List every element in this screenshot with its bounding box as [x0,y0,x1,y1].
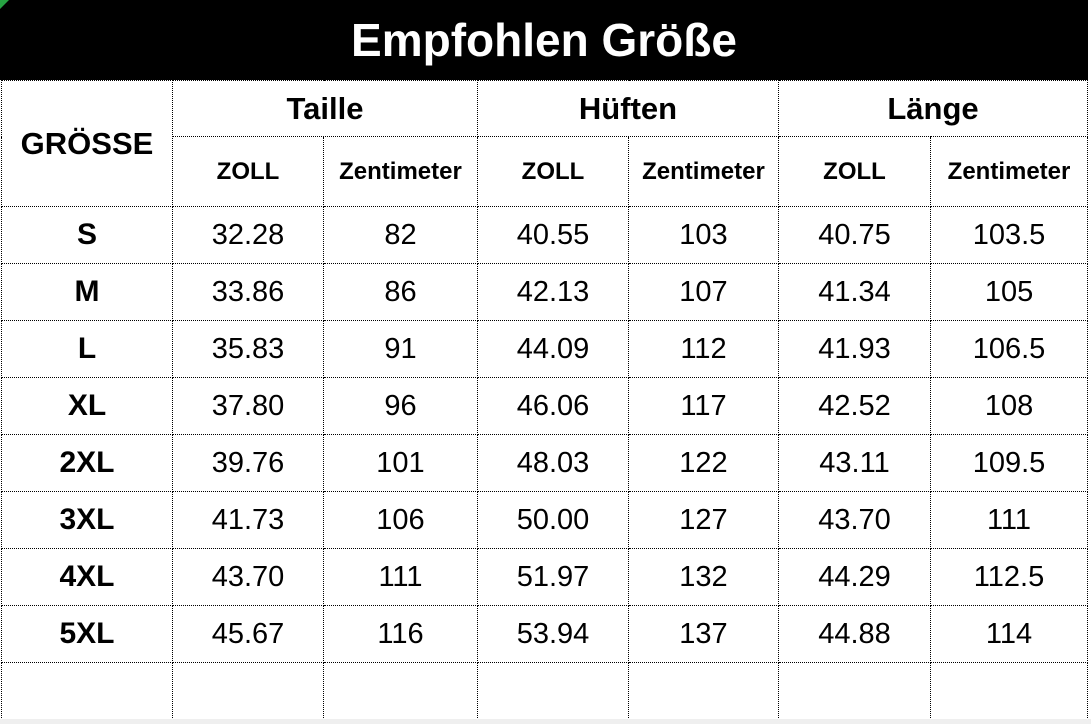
value-cell: 132 [628,548,779,606]
group-header-hueften: Hüften [477,80,779,137]
value-cell: 43.11 [778,434,931,492]
table-row: M 33.86 86 42.13 107 41.34 105 [1,263,1089,321]
value-cell: 111 [323,548,478,606]
value-cell: 112.5 [929,548,1089,606]
subheader-zoll: ZOLL [172,136,324,207]
size-label-cell: XL [1,377,173,435]
group-header-taille: Taille [172,80,478,137]
value-cell: 33.86 [172,263,324,321]
subheader-zoll: ZOLL [778,136,931,207]
table-row: 3XL 41.73 106 50.00 127 43.70 111 [1,491,1089,549]
value-cell: 82 [323,206,478,264]
table-row: XL 37.80 96 46.06 117 42.52 108 [1,377,1089,435]
value-cell: 53.94 [477,605,629,663]
size-label-cell: L [1,320,173,378]
value-cell: 117 [628,377,779,435]
value-cell: 109.5 [929,434,1089,492]
value-cell: 127 [628,491,779,549]
group-header-laenge: Länge [777,80,1089,137]
value-cell: 35.83 [172,320,324,378]
value-cell: 44.09 [477,320,629,378]
value-cell: 137 [628,605,779,663]
value-cell: 50.00 [477,491,629,549]
size-label-cell: 3XL [1,491,173,549]
subheader-zoll: ZOLL [477,136,629,207]
value-cell: 44.88 [778,605,931,663]
value-cell: 37.80 [172,377,324,435]
value-cell: 114 [929,605,1089,663]
size-label-cell: S [1,206,173,264]
value-cell: 101 [323,434,478,492]
value-cell: 111 [929,491,1089,549]
value-cell: 48.03 [477,434,629,492]
group-header-row: GRÖSSE Taille Hüften Länge [1,80,1089,207]
value-cell: 43.70 [172,548,324,606]
corner-header-cell: GRÖSSE [1,80,173,207]
empty-cell [172,662,324,720]
empty-cell [1,662,173,720]
value-cell: 32.28 [172,206,324,264]
subheader-zentimeter: Zentimeter [929,136,1089,207]
value-cell: 106.5 [929,320,1089,378]
empty-cell [323,662,478,720]
value-cell: 108 [929,377,1089,435]
table-row: L 35.83 91 44.09 112 41.93 106.5 [1,320,1089,378]
value-cell: 41.93 [778,320,931,378]
value-cell: 45.67 [172,605,324,663]
value-cell: 103 [628,206,779,264]
value-cell: 42.13 [477,263,629,321]
page-title: Empfohlen Größe [351,14,737,66]
value-cell: 41.73 [172,491,324,549]
empty-cell [477,662,629,720]
size-label-cell: M [1,263,173,321]
value-cell: 39.76 [172,434,324,492]
value-cell: 122 [628,434,779,492]
table-row: 2XL 39.76 101 48.03 122 43.11 109.5 [1,434,1089,492]
value-cell: 46.06 [477,377,629,435]
value-cell: 40.75 [778,206,931,264]
value-cell: 107 [628,263,779,321]
value-cell: 41.34 [778,263,931,321]
table-row: S 32.28 82 40.55 103 40.75 103.5 [1,206,1089,264]
empty-cell [929,662,1089,720]
table-row: 4XL 43.70 111 51.97 132 44.29 112.5 [1,548,1089,606]
empty-cell [778,662,931,720]
value-cell: 42.52 [778,377,931,435]
value-cell: 112 [628,320,779,378]
value-cell: 105 [929,263,1089,321]
value-cell: 91 [323,320,478,378]
bottom-strip [0,719,1091,724]
value-cell: 43.70 [778,491,931,549]
green-corner-marker [0,0,9,9]
size-table: GRÖSSE Taille Hüften Länge ZOLL Zentimet… [1,80,1089,720]
empty-cell [628,662,779,720]
size-label-cell: 2XL [1,434,173,492]
value-cell: 44.29 [778,548,931,606]
size-label-cell: 4XL [1,548,173,606]
size-label-cell: 5XL [1,605,173,663]
subheader-zentimeter: Zentimeter [628,136,779,207]
title-bar: Empfohlen Größe [0,0,1088,80]
value-cell: 86 [323,263,478,321]
subheader-zentimeter: Zentimeter [323,136,478,207]
value-cell: 106 [323,491,478,549]
value-cell: 116 [323,605,478,663]
value-cell: 51.97 [477,548,629,606]
table-row: 5XL 45.67 116 53.94 137 44.88 114 [1,605,1089,663]
value-cell: 96 [323,377,478,435]
value-cell: 40.55 [477,206,629,264]
empty-row [1,662,1089,720]
value-cell: 103.5 [929,206,1089,264]
